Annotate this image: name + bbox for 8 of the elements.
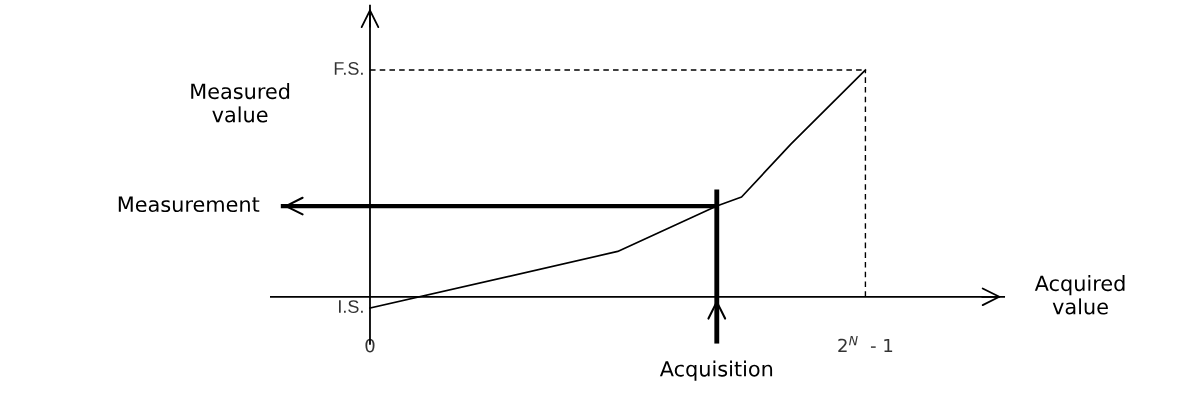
annotation: I.S. [339,300,363,313]
y-axis-title: Measured value [191,83,290,123]
x-tick-label: 0 [365,338,375,353]
x-tick-label: 2$^{N}$ - 1 [838,335,893,353]
annotation: F.S. [334,62,363,75]
ref-line-label: Measurement [118,196,260,213]
text: Acquisition [659,360,773,381]
text: Acquired value [1034,275,1125,315]
